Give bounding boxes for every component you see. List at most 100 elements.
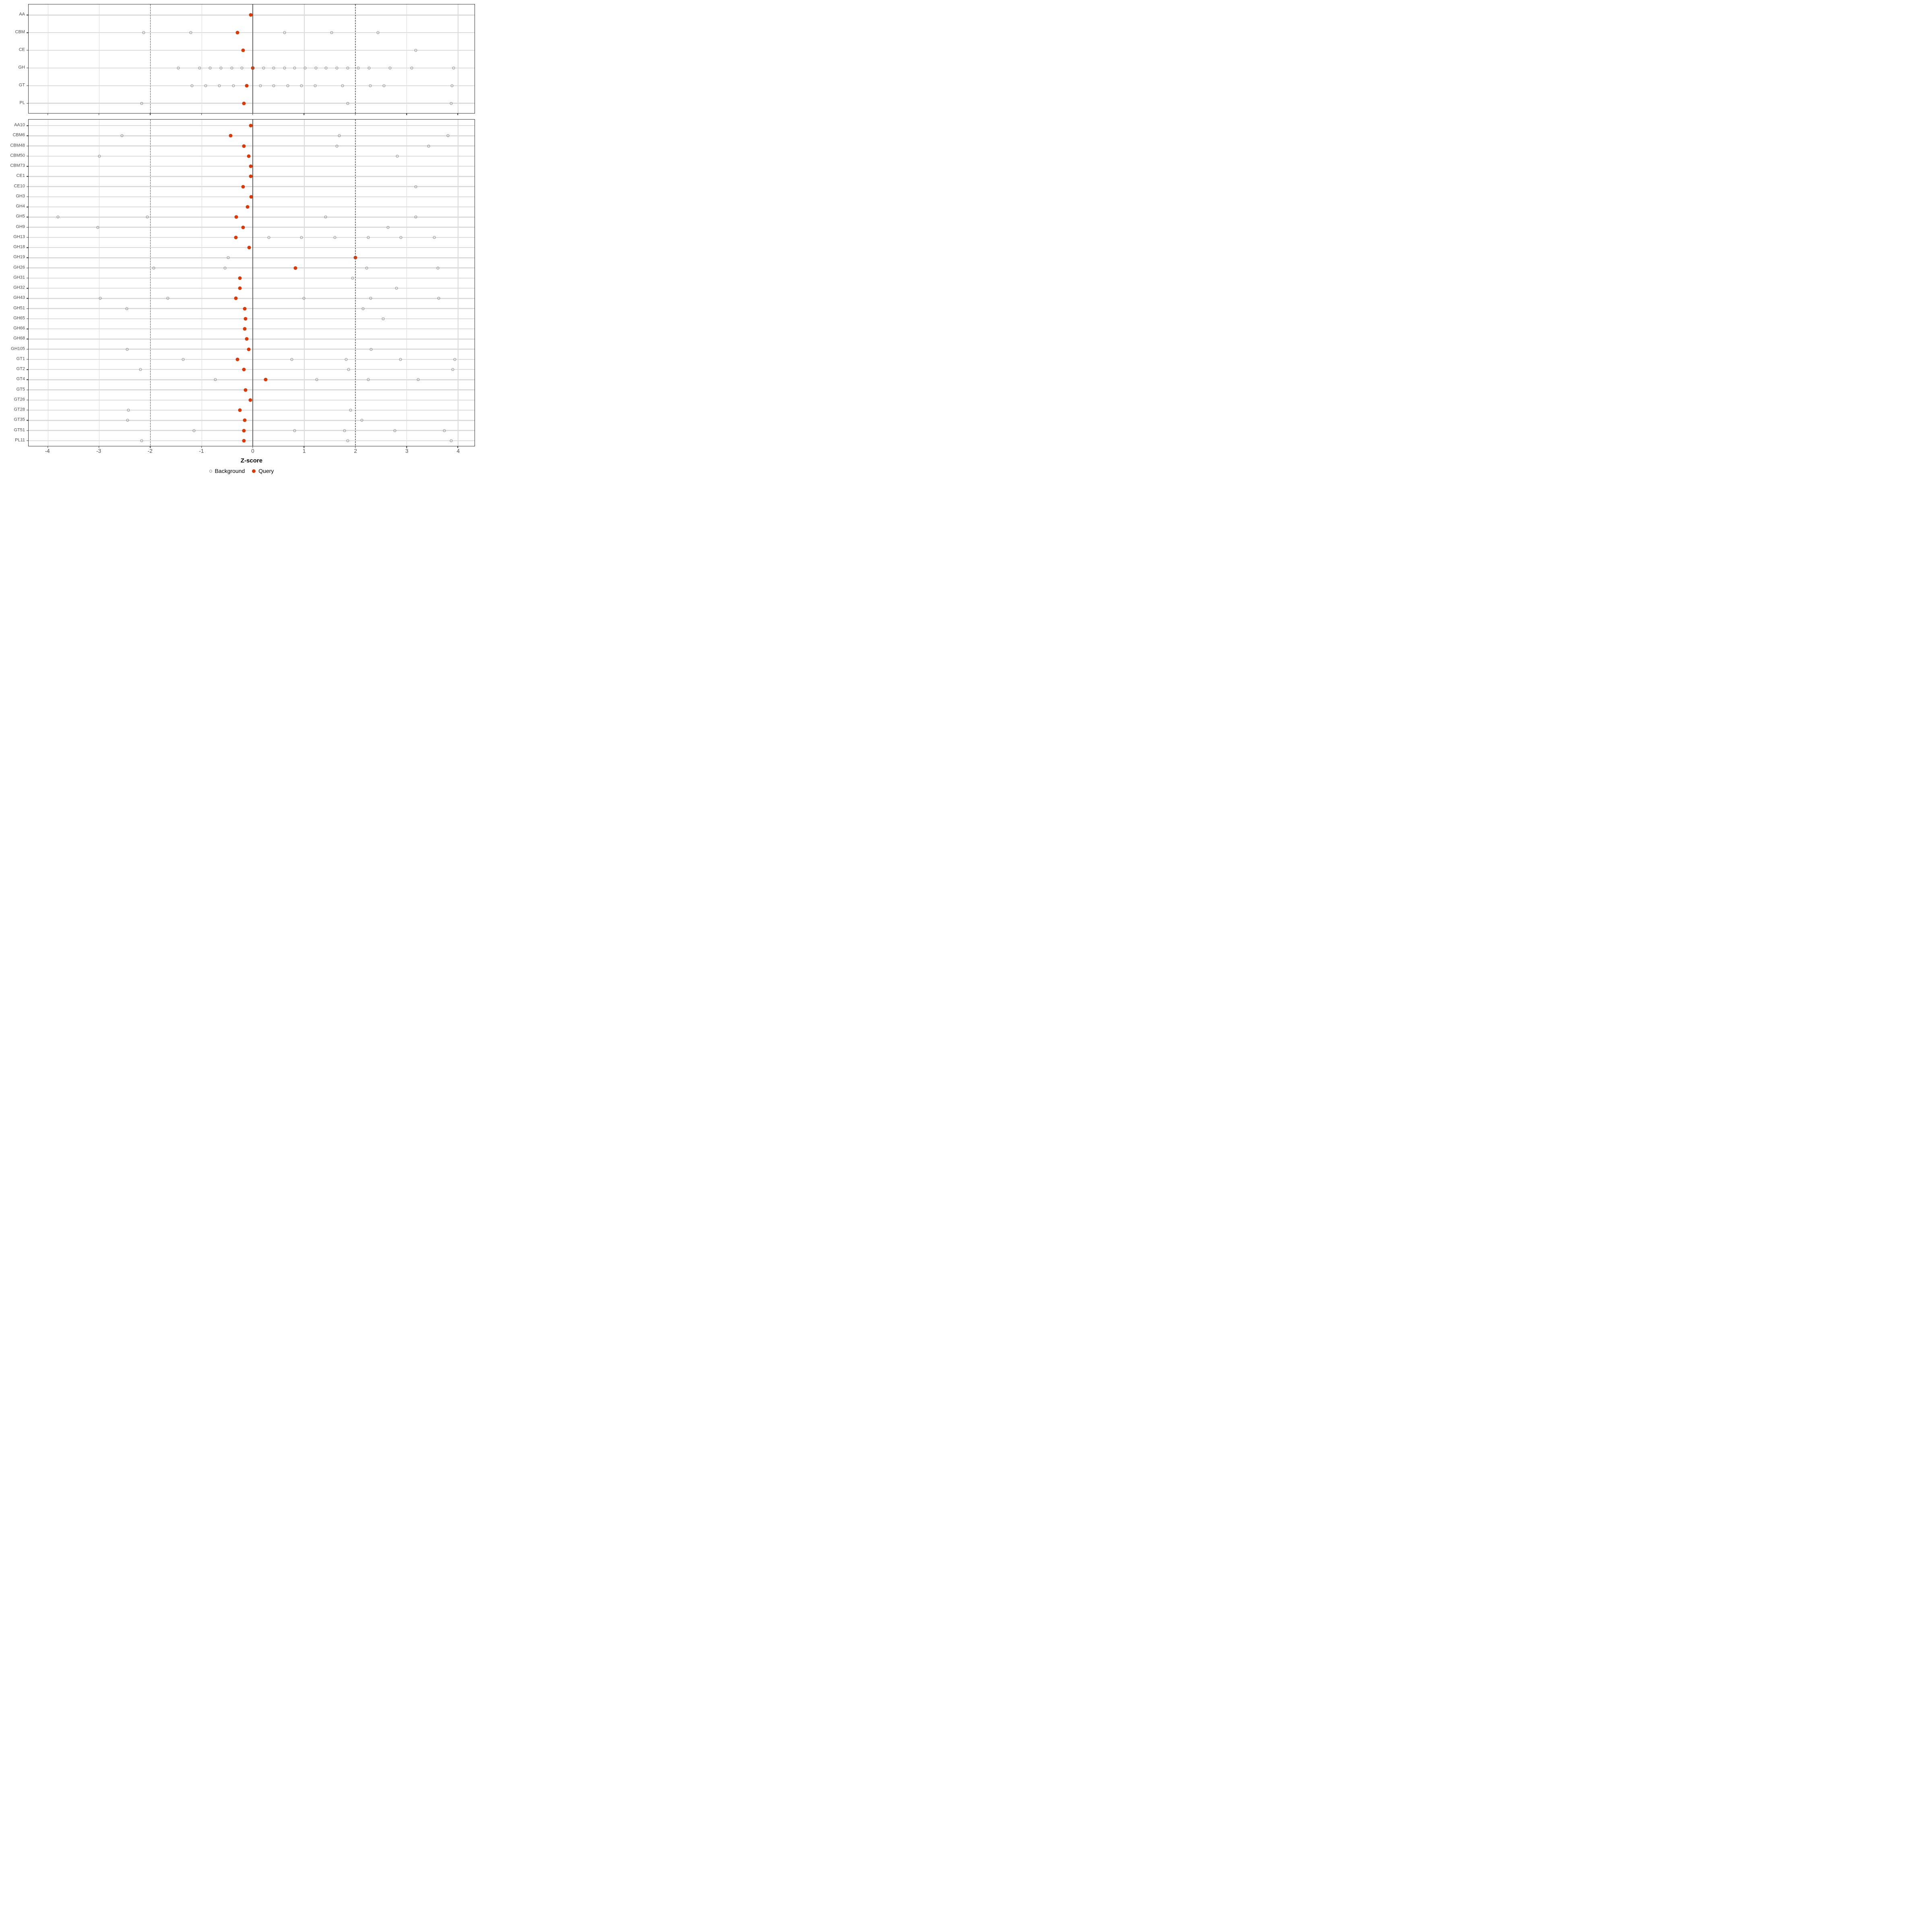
row-label: GH13	[13, 234, 25, 239]
query-dot	[238, 276, 242, 280]
background-dot	[414, 185, 417, 188]
background-dot	[346, 66, 349, 70]
query-dot	[242, 101, 246, 105]
row-label: CE1	[16, 173, 25, 178]
row-label: AA10	[14, 122, 25, 128]
query-dot	[246, 205, 250, 209]
background-dot	[214, 378, 217, 381]
background-dot	[399, 236, 402, 239]
query-dot	[244, 317, 248, 321]
background-dot	[437, 297, 440, 300]
query-dot	[229, 134, 233, 138]
x-axis-tick	[252, 114, 253, 115]
background-dot	[204, 84, 207, 87]
row-gridline	[29, 85, 475, 87]
background-dot	[443, 429, 446, 432]
panel-subfamily	[27, 119, 475, 448]
x-tick-label: -3	[96, 448, 101, 454]
dashed-reference-line	[150, 4, 151, 113]
y-axis-tick	[27, 430, 28, 431]
query-dot	[249, 174, 253, 178]
query-dot	[242, 439, 246, 443]
dashed-reference-line	[355, 4, 356, 113]
row-label: CBM	[15, 29, 25, 35]
query-dot	[241, 185, 245, 189]
background-dot	[369, 297, 372, 300]
row-label: GT4	[16, 376, 25, 382]
y-axis-tick	[27, 247, 28, 248]
y-axis-tick	[27, 308, 28, 309]
query-dot	[249, 124, 253, 128]
background-dot	[330, 31, 333, 34]
background-dot	[338, 134, 341, 137]
background-dot	[324, 66, 328, 70]
background-dot	[126, 348, 129, 351]
query-dot	[235, 357, 239, 361]
background-dot	[376, 31, 380, 34]
background-dot	[230, 66, 233, 70]
row-label: GH43	[13, 295, 25, 300]
row-label: GH19	[13, 254, 25, 260]
query-dot	[234, 215, 238, 219]
background-dot	[262, 66, 265, 70]
background-dot	[140, 439, 143, 442]
zero-reference-line	[252, 4, 253, 113]
background-dot	[120, 134, 124, 137]
background-dot	[259, 84, 262, 87]
row-gridline	[29, 103, 475, 104]
background-dot	[140, 102, 143, 105]
background-dot	[367, 66, 371, 70]
background-dot	[357, 66, 360, 70]
background-dot	[303, 66, 307, 70]
background-dot	[450, 84, 454, 87]
background-dot	[293, 429, 296, 432]
background-dot	[139, 368, 142, 371]
x-axis-tick	[201, 446, 202, 448]
background-dot	[393, 429, 396, 432]
row-gridline	[29, 369, 475, 370]
row-label: GH65	[13, 316, 25, 321]
query-dot	[243, 418, 247, 422]
row-gridline	[29, 420, 475, 421]
y-axis-tick	[27, 318, 28, 319]
x-tick-label: -1	[199, 448, 204, 454]
y-axis-tick	[27, 176, 28, 177]
row-gridline	[29, 430, 475, 431]
background-dot	[410, 66, 413, 70]
row-gridline	[29, 145, 475, 147]
background-dot	[452, 66, 455, 70]
background-dot	[192, 429, 196, 432]
row-label: CE	[19, 47, 25, 52]
row-label: GH4	[16, 204, 25, 209]
row-label: GH68	[13, 336, 25, 341]
background-dot	[315, 378, 318, 381]
y-axis-tick	[27, 440, 28, 441]
background-dot	[450, 439, 453, 442]
background-dot	[346, 439, 349, 442]
row-gridline	[29, 359, 475, 360]
background-dot	[190, 84, 193, 87]
row-gridline	[29, 135, 475, 136]
query-dot	[234, 235, 238, 239]
query-dot	[235, 31, 239, 35]
background-dot	[146, 215, 149, 219]
background-dot	[335, 144, 339, 148]
y-axis-tick	[27, 125, 28, 126]
y-axis-tick	[27, 85, 28, 86]
legend-label-query: Query	[258, 468, 274, 474]
background-dot	[232, 84, 235, 87]
background-dot	[300, 236, 303, 239]
background-dot	[314, 84, 317, 87]
background-dot	[382, 84, 386, 87]
row-label: CE10	[14, 184, 25, 189]
legend: Background Query	[0, 468, 483, 474]
background-dot	[127, 409, 130, 412]
row-gridline	[29, 257, 475, 258]
background-dot	[347, 368, 350, 371]
row-label: GT1	[16, 356, 25, 361]
row-label: GT26	[14, 397, 25, 402]
row-gridline	[29, 277, 475, 279]
row-gridline	[29, 227, 475, 228]
row-gridline	[29, 298, 475, 299]
row-gridline	[29, 247, 475, 248]
